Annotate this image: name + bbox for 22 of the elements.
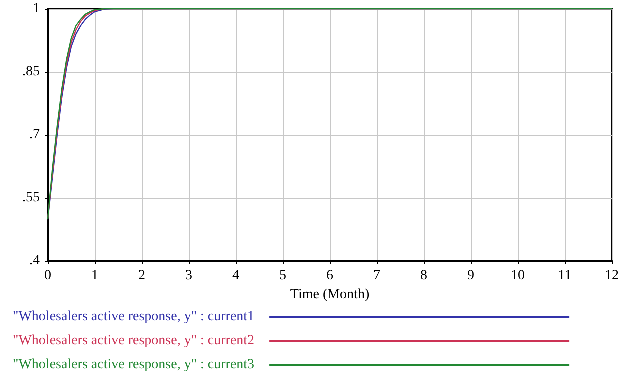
x-tick-label: 10: [511, 268, 525, 284]
y-tick-label: .7: [30, 128, 40, 142]
x-tick-label: 0: [44, 268, 52, 284]
x-tick-label: 9: [468, 268, 474, 284]
y-tick-label: .4: [30, 254, 40, 268]
x-tick-label: 5: [280, 268, 286, 284]
x-axis-title: Time (Month): [290, 287, 370, 302]
x-tick-label: 4: [232, 268, 240, 284]
y-tick-label: 1: [33, 2, 40, 16]
text: "Wholesalers active response, y" : current3: [13, 358, 255, 372]
y-tick-label: .55: [22, 190, 40, 206]
x-tick-label: 12: [605, 268, 619, 284]
x-tick-label: 7: [374, 268, 380, 284]
x-tick-label: 11: [558, 268, 572, 284]
x-tick-label: 6: [326, 268, 334, 284]
x-tick-label: 2: [138, 268, 146, 284]
x-tick-label: 1: [92, 268, 98, 284]
x-tick-label: 8: [420, 268, 428, 284]
text: "Wholesalers active response, y" : current1: [13, 310, 255, 324]
text: "Wholesalers active response, y" : current2: [13, 334, 255, 348]
y-tick-label: .85: [22, 64, 40, 80]
x-tick-label: 3: [186, 268, 192, 284]
